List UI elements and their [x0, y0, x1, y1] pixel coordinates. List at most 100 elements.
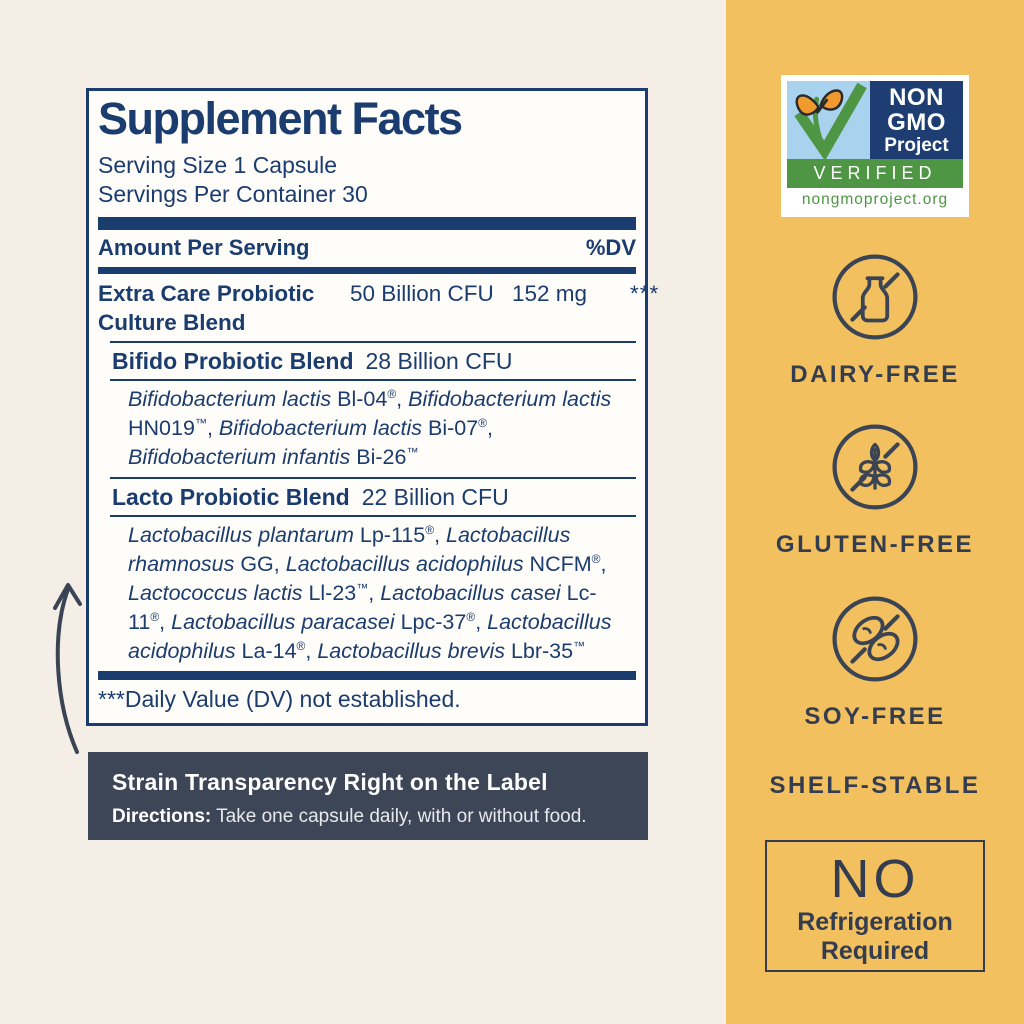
trademark-symbol: ™: [406, 444, 419, 459]
separator-bar-thick: [98, 216, 636, 230]
strain-code: Lc-11: [128, 580, 597, 634]
strain-separator: ,: [434, 522, 447, 547]
separator-line: [110, 476, 636, 479]
strain-code: La-14: [235, 638, 297, 663]
strain-species: Lactobacillus paracasei: [171, 609, 395, 634]
badge-gmo: GMO: [887, 108, 946, 136]
directions-label: Directions:: [112, 806, 212, 827]
amount-per-serving-row: Amount Per Serving %DV: [98, 230, 636, 267]
amount-per-serving-header: Amount Per Serving: [98, 234, 310, 260]
strain-separator: ,: [368, 580, 381, 605]
serving-size-line: Serving Size 1 Capsule: [98, 151, 338, 178]
strain-species: Lactobacillus plantarum: [128, 522, 354, 547]
strain-species: Bifidobacterium lactis: [128, 386, 332, 411]
lacto-strains-paragraph: Lactobacillus plantarum Lp-115®, Lactoba…: [128, 521, 626, 666]
trademark-symbol: ®: [387, 386, 397, 401]
lacto-blend-name: Lacto Probiotic Blend: [112, 483, 350, 510]
trademark-symbol: ™: [356, 580, 369, 595]
separator-line: [110, 340, 636, 343]
main-mg-amount: 152 mg: [512, 280, 588, 306]
wheat-crossed-icon: [832, 424, 918, 510]
butterfly-body: [816, 98, 829, 114]
bifido-blend-row: Bifido Probiotic Blend 28 Billion CFU: [98, 343, 636, 379]
butterfly-checkmark-icon: [794, 82, 867, 159]
ingredient-name-line2: Culture Blend: [98, 309, 246, 335]
strain-separator: ,: [273, 551, 286, 576]
soy-free-item: SOY-FREE: [726, 592, 1024, 731]
strain-species: Lactobacillus rhamnosus: [128, 522, 571, 576]
directions-text: Take one capsule daily, with or without …: [211, 806, 587, 827]
trademark-symbol: ®: [150, 609, 160, 624]
bifido-blend-name: Bifido Probiotic Blend: [112, 347, 354, 374]
strain-separator: ,: [206, 415, 219, 440]
strain-separator: ,: [600, 551, 607, 576]
gold-sidebar: NON GMO Project VERIFIED nongmoproject.o…: [726, 0, 1024, 1024]
strain-species: Lactobacillus casei: [380, 580, 561, 605]
separator-line: [110, 378, 636, 381]
non-gmo-badge-top: NON GMO Project: [787, 81, 963, 159]
separator-bar-bottom: [98, 670, 636, 680]
trademark-symbol: ®: [466, 609, 476, 624]
strain-code: Lpc-37: [394, 609, 467, 634]
badge-url: nongmoproject.org: [787, 188, 963, 211]
strain-code: Bl-04: [331, 386, 388, 411]
gluten-free-item: GLUTEN-FREE: [726, 420, 1024, 559]
banner-heading: Strain Transparency Right on the Label: [112, 769, 548, 795]
main-dv-asterisks: ***: [630, 280, 660, 306]
strain-code: Lp-115: [353, 522, 426, 547]
trademark-symbol: ™: [194, 415, 207, 430]
strain-code: Bi-26: [350, 444, 407, 469]
butterfly-right-wing: [819, 89, 844, 111]
milk-bottle-crossed-icon: [832, 254, 918, 340]
non-gmo-badge-text: NON GMO Project: [870, 81, 963, 159]
soy-free-label: SOY-FREE: [804, 703, 946, 730]
main-ingredient-row: Extra Care Probiotic Culture Blend 50 Bi…: [98, 274, 658, 341]
strain-separator: ,: [159, 609, 172, 634]
badge-non: NON: [889, 83, 944, 111]
strain-code: Lbr-35: [504, 638, 574, 663]
strain-separator: ,: [396, 386, 409, 411]
servings-per-container-line: Servings Per Container 30: [98, 180, 368, 207]
directions-banner: Strain Transparency Right on the Label D…: [88, 752, 648, 840]
lacto-blend-cfu: 22 Billion CFU: [361, 483, 509, 510]
trademark-symbol: ™: [573, 638, 586, 653]
strain-code: Bi-07: [422, 415, 479, 440]
non-gmo-badge-art: [787, 81, 870, 159]
badge-project: Project: [884, 134, 949, 156]
separator-bar-medium: [98, 266, 636, 274]
gluten-free-label: GLUTEN-FREE: [775, 531, 975, 558]
separator-line: [110, 514, 636, 517]
strain-code: GG: [234, 551, 274, 576]
supplement-facts-title: Supplement Facts: [98, 93, 463, 144]
dv-header: %DV: [585, 234, 636, 260]
trademark-symbol: ®: [425, 522, 435, 537]
strain-species: Bifidobacterium lactis: [218, 415, 423, 440]
butterfly-left-wing: [795, 94, 821, 116]
required-text: Required: [820, 937, 930, 965]
dairy-free-item: DAIRY-FREE: [726, 250, 1024, 389]
strain-separator: ,: [475, 609, 488, 634]
strain-species: Lactobacillus acidophilus: [128, 609, 612, 663]
strain-code: HN019: [128, 415, 195, 440]
non-gmo-project-badge: NON GMO Project VERIFIED nongmoproject.o…: [781, 75, 969, 217]
strain-species: Lactobacillus acidophilus: [285, 551, 524, 576]
soybean-crossed-icon: [832, 596, 918, 682]
main-ingredient-name: Extra Care Probiotic Culture Blend: [98, 279, 350, 337]
main-cfu-amount: 50 Billion CFU: [350, 280, 494, 306]
no-text: NO: [830, 849, 920, 909]
curved-arrow-icon: [40, 552, 100, 782]
trademark-symbol: ®: [296, 638, 306, 653]
refrigeration-text: Refrigeration: [797, 908, 953, 936]
bifido-blend-cfu: 28 Billion CFU: [365, 347, 513, 374]
strain-species: Lactobacillus brevis: [317, 638, 505, 663]
strain-species: Bifidobacterium infantis: [128, 444, 351, 469]
ingredient-name-line1: Extra Care Probiotic: [98, 280, 315, 306]
strain-species: Lactococcus lactis: [128, 580, 303, 605]
strain-species: Bifidobacterium lactis: [408, 386, 612, 411]
strain-separator: ,: [487, 415, 494, 440]
dv-footnote: ***Daily Value (DV) not established.: [98, 685, 461, 712]
lacto-blend-row: Lacto Probiotic Blend 22 Billion CFU: [98, 479, 636, 515]
no-refrigeration-box: NO Refrigeration Required: [765, 840, 985, 972]
bifido-strains-paragraph: Bifidobacterium lactis Bl-04®, Bifidobac…: [128, 385, 626, 472]
supplement-facts-panel: Supplement Facts Serving Size 1 Capsule …: [86, 88, 658, 726]
